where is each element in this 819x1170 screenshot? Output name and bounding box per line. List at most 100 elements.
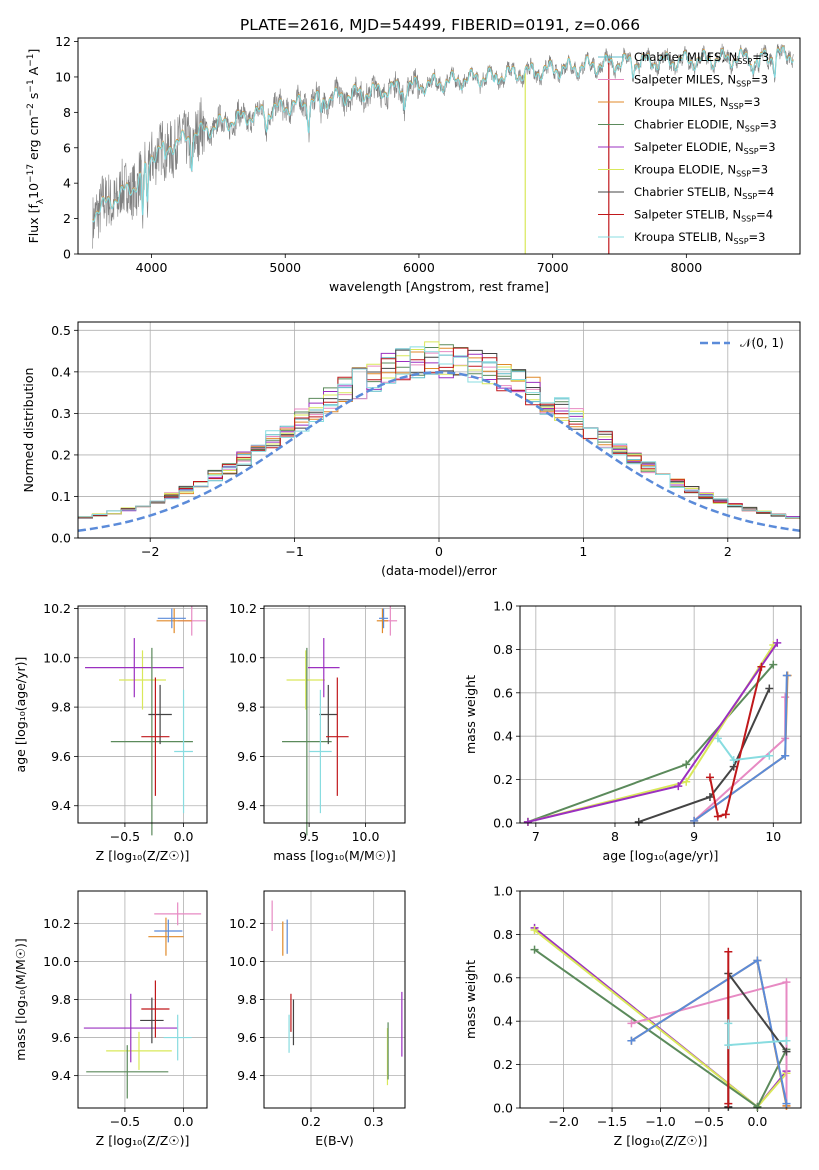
- errorbar-point: [86, 1045, 169, 1099]
- legend-text: Salpeter MILES, N: [634, 73, 736, 87]
- tick-label-y: 9.4: [51, 798, 71, 813]
- data-marker: [682, 760, 691, 769]
- legend-text: =3: [749, 230, 766, 244]
- mass-weight-series: [527, 663, 775, 823]
- legend-subscript: SSP: [744, 147, 759, 156]
- residual-histogram-panel: −2 −1 0 1 2 0.0 0.1 0.2 0.3 0.4 0.5 (data-model)/er…: [21, 321, 801, 578]
- legend-subscript: SSP: [745, 125, 760, 134]
- legend-subscript: SSP: [736, 170, 751, 179]
- errorbar-point: [379, 608, 389, 629]
- tick-label-x: 0.3: [364, 1114, 384, 1129]
- legend-entry: Kroupa ELODIE, NSSP=3: [634, 163, 768, 179]
- axes-frame: [519, 890, 802, 1109]
- tick-label-y: 12: [55, 34, 71, 49]
- label-part: −2: [26, 103, 36, 116]
- tick-label-y: 0.4: [51, 364, 71, 379]
- tick-label-y: 0.3: [51, 406, 71, 421]
- tick-label-y: 9.6: [237, 1030, 257, 1045]
- mass-weight-series: [638, 688, 771, 823]
- axes-frame: [263, 605, 406, 824]
- tick-label-y: 0.2: [493, 772, 513, 787]
- model-spectrum-line: [92, 46, 794, 223]
- label-part: A: [26, 66, 41, 79]
- errorbar-point: [148, 684, 172, 745]
- tick-label-y: 0.0: [493, 1101, 513, 1116]
- tick-label-x: −0.5: [694, 1114, 724, 1129]
- tick-label-y: 9.8: [237, 992, 257, 1007]
- tick-label-x: 9.5: [299, 829, 319, 844]
- x-axis-label: Z [log₁₀(Z/Z☉)]: [96, 1133, 190, 1148]
- tick-label-y: 10.0: [229, 954, 257, 969]
- tick-label-x: 0.0: [174, 829, 194, 844]
- x-axis-label: Z [log₁₀(Z/Z☉)]: [614, 1133, 708, 1148]
- legend-text: Kroupa MILES, N: [634, 95, 729, 109]
- data-marker: [721, 810, 730, 819]
- tick-label-y: 0.8: [493, 642, 513, 657]
- tick-label-y: 4: [63, 176, 71, 191]
- legend-subscript: SSP: [737, 57, 752, 66]
- observed-spectrum-line: [92, 43, 794, 249]
- tick-label-x: 5000: [269, 260, 301, 275]
- y-axis-label: mass [log₁₀(M/M☉)]: [13, 938, 28, 1060]
- tick-label-y: 0.4: [493, 1014, 513, 1029]
- axes-frame: [77, 321, 801, 539]
- tick-label-y: 10.2: [43, 601, 71, 616]
- tick-label-x: −0.5: [110, 829, 140, 844]
- tick-label-x: 0: [435, 544, 443, 559]
- tick-label-x: −1: [285, 544, 303, 559]
- data-marker: [724, 1041, 733, 1050]
- mass-vs-extinction-panel: 0.2 0.3 9.4 9.6 9.8 10.0 10.2 E(B-V): [229, 890, 406, 1148]
- figure-title: PLATE=2616, MJD=54499, FIBERID=0191, z=0…: [240, 16, 640, 34]
- tick-label-x: 0.0: [174, 1114, 194, 1129]
- data-marker: [530, 926, 539, 935]
- legend-entry: Chabrier STELIB, NSSP=4: [634, 185, 774, 201]
- tick-label-y: 0.8: [493, 927, 513, 942]
- x-axis-label: (data-model)/error: [381, 563, 498, 578]
- mass-weight-series: [709, 666, 763, 818]
- tick-label-x: 8000: [670, 260, 702, 275]
- errorbar-point: [140, 997, 164, 1044]
- legend-entry: Kroupa STELIB, NSSP=3: [634, 230, 765, 246]
- axes-frame: [77, 37, 801, 255]
- axes-frame: [263, 890, 406, 1109]
- tick-label-y: 9.6: [237, 749, 257, 764]
- x-axis-label: wavelength [Angstrom, rest frame]: [329, 279, 549, 294]
- data-marker: [674, 782, 683, 791]
- legend-text: =3: [751, 163, 768, 177]
- legend-text: Kroupa ELODIE, N: [634, 163, 736, 177]
- tick-label-y: 0.2: [51, 447, 71, 462]
- tick-label-x: −2.0: [548, 1114, 578, 1129]
- tick-label-y: 0: [63, 247, 71, 262]
- tick-label-x: 7000: [537, 260, 569, 275]
- legend-subscript: SSP: [729, 102, 744, 111]
- errorbar-point: [85, 638, 184, 698]
- tick-label-y: 9.6: [51, 1030, 71, 1045]
- mass-weight-vs-metallicity-panel: −2.0 −1.5 −1.0 −0.5 0.0 0.0 0.2 0.4 0.6 0.8 1.0 Z […: [463, 884, 802, 1148]
- y-axis-label: mass weight: [463, 675, 478, 754]
- legend-entry: Kroupa MILES, NSSP=3: [634, 95, 760, 111]
- tick-label-y: 9.8: [237, 700, 257, 715]
- data-marker: [627, 1036, 636, 1045]
- y-axis-label: mass weight: [463, 960, 478, 1039]
- legend-text: Chabrier STELIB, N: [634, 185, 742, 199]
- data-marker: [530, 945, 539, 954]
- y-axis-label: Flux [fλ10−17 erg cm−2 s−1 A−1]: [26, 49, 46, 244]
- data-marker: [782, 1036, 791, 1045]
- legend-text: =3: [751, 73, 768, 87]
- tick-label-y: 0.2: [493, 1057, 513, 1072]
- legend-entry: Salpeter MILES, NSSP=3: [634, 73, 768, 89]
- legend-text: =4: [757, 185, 774, 199]
- data-marker: [781, 751, 790, 760]
- tick-label-x: 10: [765, 829, 781, 844]
- data-marker: [724, 1019, 733, 1028]
- legend-subscript: SSP: [742, 192, 757, 201]
- errorbar-point: [141, 980, 170, 1038]
- tick-label-y: 9.8: [51, 700, 71, 715]
- tick-label-x: 4000: [136, 260, 168, 275]
- age-vs-metallicity-panel: −0.5 0.0 9.4 9.6 9.8 10.0 10.2 Z [log₁₀(Z/Z☉)] a…: [13, 601, 208, 863]
- tick-label-x: 0.2: [301, 1114, 321, 1129]
- data-marker: [782, 1047, 791, 1056]
- label-part: Flux [f: [26, 204, 41, 244]
- tick-label-x: 10.0: [352, 829, 380, 844]
- legend-entry: Salpeter ELODIE, NSSP=3: [634, 140, 776, 156]
